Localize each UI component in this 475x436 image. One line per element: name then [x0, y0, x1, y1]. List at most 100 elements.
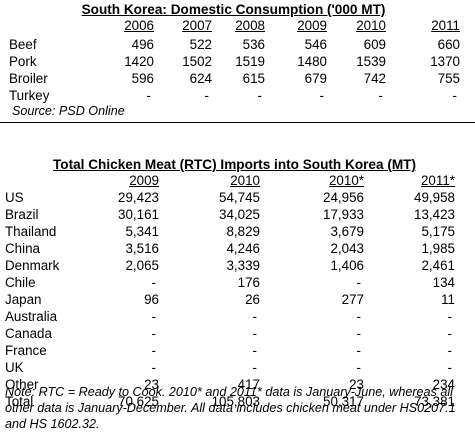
- table-cell: 8,829: [226, 224, 260, 239]
- table-cell: -: [252, 309, 257, 324]
- table-cell: 5,175: [421, 224, 455, 239]
- imports-row-label: Total: [5, 394, 34, 409]
- table-cell: 70,625: [118, 394, 159, 409]
- table-cell: 23: [349, 377, 364, 392]
- table-cell: -: [356, 275, 361, 290]
- table-cell: -: [204, 88, 209, 103]
- imports-row-label: Brazil: [5, 207, 39, 222]
- imports-row-label: France: [5, 343, 47, 358]
- table-cell: 26: [245, 292, 260, 307]
- table-cell: -: [146, 88, 151, 103]
- table-cell: 536: [242, 37, 265, 52]
- table-cell: 73,381: [414, 394, 455, 409]
- source-note: Source: PSD Online: [12, 104, 125, 118]
- imports-row-label: Australia: [5, 309, 58, 324]
- table-cell: 23: [144, 377, 159, 392]
- table-cell: 4,246: [226, 241, 260, 256]
- table-cell: 417: [237, 377, 260, 392]
- table-cell: -: [447, 309, 452, 324]
- table-cell: 2,043: [330, 241, 364, 256]
- table-cell: 1519: [235, 54, 265, 69]
- table-cell: -: [151, 275, 156, 290]
- table-cell: 3,516: [125, 241, 159, 256]
- consumption-year-header: 2009: [297, 18, 327, 33]
- table-cell: 105,803: [211, 394, 260, 409]
- imports-row-label: Canada: [5, 326, 52, 341]
- table-cell: 1420: [124, 54, 154, 69]
- imports-row-label: Thailand: [5, 224, 57, 239]
- table-cell: 596: [131, 71, 154, 86]
- table-cell: 2,461: [421, 258, 455, 273]
- table-cell: 30,161: [118, 207, 159, 222]
- table-cell: 615: [242, 71, 265, 86]
- table-cell: -: [356, 326, 361, 341]
- table-cell: -: [447, 343, 452, 358]
- table-cell: 54,745: [219, 190, 260, 205]
- table-cell: -: [151, 360, 156, 375]
- consumption-year-header: 2008: [235, 18, 265, 33]
- consumption-row-label: Broiler: [9, 71, 48, 86]
- table-cell: 17,933: [323, 207, 364, 222]
- consumption-year-header: 2006: [124, 18, 154, 33]
- table-cell: -: [257, 88, 262, 103]
- table-cell: 624: [189, 71, 212, 86]
- table-cell: 234: [432, 377, 455, 392]
- table-cell: 1370: [430, 54, 460, 69]
- imports-row-label: China: [5, 241, 40, 256]
- table-cell: 1480: [297, 54, 327, 69]
- table-cell: 13,423: [414, 207, 455, 222]
- table-cell: 24,956: [323, 190, 364, 205]
- table-cell: -: [452, 88, 457, 103]
- table-cell: 50,317: [323, 394, 364, 409]
- table-cell: 49,958: [414, 190, 455, 205]
- imports-row-label: Japan: [5, 292, 42, 307]
- table-cell: -: [319, 88, 324, 103]
- table-cell: 546: [304, 37, 327, 52]
- consumption-table-title: South Korea: Domestic Consumption ('000 …: [81, 2, 386, 17]
- table-cell: -: [378, 88, 383, 103]
- table-cell: 277: [341, 292, 364, 307]
- table-cell: 5,341: [125, 224, 159, 239]
- table-cell: 34,025: [219, 207, 260, 222]
- table-cell: 522: [189, 37, 212, 52]
- table-note: Note: RTC = Ready to Cook. 2010* and 201…: [5, 385, 456, 431]
- table-cell: 1539: [356, 54, 386, 69]
- table-cell: -: [151, 326, 156, 341]
- imports-row-label: Chile: [5, 275, 36, 290]
- table-cell: 679: [304, 71, 327, 86]
- consumption-year-header: 2010: [356, 18, 386, 33]
- table-cell: 742: [363, 71, 386, 86]
- imports-year-header: 2009: [129, 173, 159, 188]
- table-cell: 96: [144, 292, 159, 307]
- imports-row-label: US: [5, 190, 24, 205]
- imports-row-label: UK: [5, 360, 24, 375]
- table-cell: 1,406: [330, 258, 364, 273]
- imports-row-label: Denmark: [5, 258, 60, 273]
- table-cell: 3,679: [330, 224, 364, 239]
- imports-year-header: 2011*: [420, 173, 455, 188]
- table-cell: 660: [437, 37, 460, 52]
- table-cell: 1,985: [421, 241, 455, 256]
- table-cell: -: [151, 343, 156, 358]
- table-cell: 496: [131, 37, 154, 52]
- table-cell: 29,423: [118, 190, 159, 205]
- imports-year-header: 2010: [230, 173, 260, 188]
- table-cell: -: [252, 360, 257, 375]
- table-cell: -: [356, 360, 361, 375]
- table-cell: 176: [237, 275, 260, 290]
- table-cell: -: [356, 343, 361, 358]
- consumption-row-label: Turkey: [9, 88, 50, 103]
- table-cell: 1502: [182, 54, 212, 69]
- consumption-row-label: Pork: [9, 54, 37, 69]
- table-cell: 134: [432, 275, 455, 290]
- consumption-year-header: 2011: [431, 18, 460, 33]
- imports-year-header: 2010*: [328, 173, 364, 188]
- consumption-row-label: Beef: [9, 37, 37, 52]
- table-cell: 3,339: [226, 258, 260, 273]
- table-cell: 609: [363, 37, 386, 52]
- table-cell: -: [447, 360, 452, 375]
- imports-table-title: Total Chicken Meat (RTC) Imports into So…: [53, 157, 416, 172]
- table-cell: -: [252, 326, 257, 341]
- consumption-year-header: 2007: [182, 18, 212, 33]
